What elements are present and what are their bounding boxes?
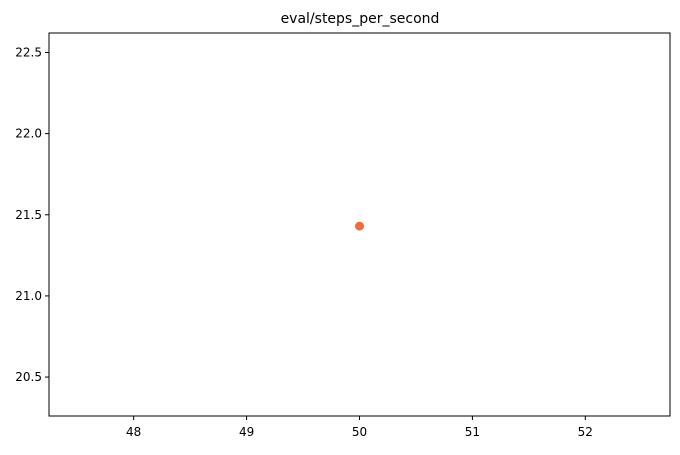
x-tick-label: 51 [465, 425, 480, 439]
y-axis: 20.5 21.0 21.5 22.0 22.5 [15, 45, 49, 384]
data-points [355, 221, 364, 231]
y-tick-label: 22.0 [15, 127, 42, 141]
y-tick-label: 21.5 [15, 208, 42, 222]
x-axis: 48 49 50 51 52 [126, 416, 593, 439]
x-tick-label: 50 [352, 425, 367, 439]
y-tick-label: 21.0 [15, 289, 42, 303]
x-tick-label: 48 [126, 425, 141, 439]
data-point [355, 221, 364, 231]
y-tick-label: 22.5 [15, 45, 42, 59]
x-tick-label: 49 [239, 425, 254, 439]
chart-title: eval/steps_per_second [281, 11, 440, 27]
x-tick-label: 52 [578, 425, 593, 439]
y-tick-label: 20.5 [15, 370, 42, 384]
